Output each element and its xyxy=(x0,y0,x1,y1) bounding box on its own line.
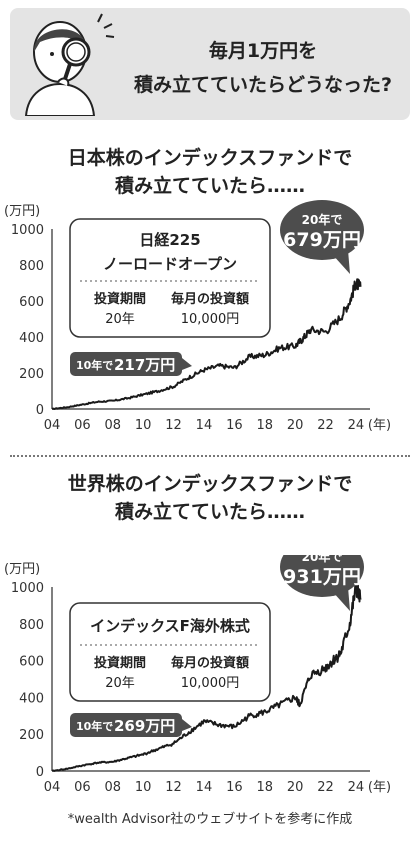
c1-y-tick: 600 xyxy=(19,295,44,310)
chart2-title: 世界株のインデックスファンドで 積み立てていたら…… xyxy=(0,470,420,526)
c1-callout-20y-prefix: 20年で xyxy=(302,212,343,227)
c1-y-tick: 1000 xyxy=(11,223,44,238)
c2-x-tick: 16 xyxy=(226,780,243,795)
c1-x-tick: 12 xyxy=(165,418,182,433)
c2-x-tick: 12 xyxy=(165,780,182,795)
c1-callout-20y-pointer xyxy=(332,250,350,274)
c2-y-unit: (万円) xyxy=(4,562,40,577)
chart2-title-line1: 世界株のインデックスファンドで xyxy=(67,473,353,495)
c1-y-tick: 400 xyxy=(19,331,44,346)
c2-callout-20y-pointer xyxy=(332,587,350,611)
c1-y-tick: 0 xyxy=(36,403,44,418)
c1-x-tick: 24 xyxy=(348,418,365,433)
c2-x-tick: 06 xyxy=(74,780,91,795)
c1-x-tick: 20 xyxy=(287,418,304,433)
c1-x-unit: (年) xyxy=(368,418,391,433)
chart2-title-line2: 積み立てていたら…… xyxy=(114,501,305,523)
c1-callout-10y-prefix: 10年で xyxy=(76,358,113,372)
c2-y-tick: 1000 xyxy=(11,581,44,596)
header-title: 毎月1万円を 積み立てていたらどうなった? xyxy=(128,34,398,102)
c2-amount-label: 毎月の投資額 xyxy=(171,655,249,671)
c1-callout-20y-value: 679万円 xyxy=(283,229,361,251)
c2-y-tick: 400 xyxy=(19,691,44,706)
chart1-title-line1: 日本株のインデックスファンドで xyxy=(67,147,353,169)
header-title-line2: 積み立てていたらどうなった? xyxy=(133,74,393,96)
c2-period-label: 投資期間 xyxy=(94,655,146,671)
c2-callout-10y-bubble xyxy=(70,713,182,737)
footnote: *wealth Advisor社のウェブサイトを参考に作成 xyxy=(67,812,353,827)
c1-series-line xyxy=(51,278,362,410)
chart1-title-line2: 積み立てていたら…… xyxy=(114,175,305,197)
c1-callout-20y-bubble xyxy=(280,200,364,260)
c1-x-tick: 08 xyxy=(105,418,122,433)
c2-y-tick: 600 xyxy=(19,655,44,670)
c1-fund-name-line1: 日経225 xyxy=(139,231,200,249)
c1-period-label: 投資期間 xyxy=(94,291,146,307)
c2-y-tick: 200 xyxy=(19,728,44,743)
c2-x-tick: 04 xyxy=(44,780,61,795)
c1-info-box xyxy=(69,218,271,338)
c1-x-tick: 14 xyxy=(196,418,213,433)
person-with-magnifier-icon xyxy=(24,13,115,116)
c2-callout-20y-value: 931万円 xyxy=(283,566,361,588)
c2-x-tick: 18 xyxy=(256,780,273,795)
c2-callout-10y-pointer xyxy=(182,719,192,731)
c2-y-tick: 0 xyxy=(36,765,44,780)
c1-x-tick: 10 xyxy=(135,418,152,433)
c2-series-line xyxy=(51,580,362,772)
c1-amount-label: 毎月の投資額 xyxy=(171,291,249,307)
c1-y-tick: 800 xyxy=(19,259,44,274)
chart1-title: 日本株のインデックスファンドで 積み立てていたら…… xyxy=(0,144,420,200)
c1-callout-10y-value: 217万円 xyxy=(114,356,175,374)
header-banner: 毎月1万円を 積み立てていたらどうなった? xyxy=(10,8,410,120)
c2-callout-10y-value: 269万円 xyxy=(114,717,175,735)
c2-x-unit: (年) xyxy=(368,780,391,795)
c1-x-tick: 16 xyxy=(226,418,243,433)
c2-x-tick: 20 xyxy=(287,780,304,795)
c1-x-tick: 04 xyxy=(44,418,61,433)
c2-x-tick: 10 xyxy=(135,780,152,795)
c2-x-tick: 24 xyxy=(348,780,365,795)
c1-y-unit: (万円) xyxy=(4,204,40,219)
c2-callout-10y-prefix: 10年で xyxy=(76,719,113,733)
c1-callout-10y-bubble xyxy=(70,352,182,376)
c2-info-box xyxy=(69,602,271,702)
c1-x-tick: 06 xyxy=(74,418,91,433)
divider xyxy=(10,455,410,457)
c1-callout-10y-pointer xyxy=(182,358,192,370)
chart2-plot: (万円) 0 200 400 600 800 1000 04 06 08 10 12 14 16 18 20 2… xyxy=(4,555,391,795)
c1-y-tick: 200 xyxy=(19,367,44,382)
c2-x-tick: 14 xyxy=(196,780,213,795)
c1-amount-value: 10,000円 xyxy=(181,312,240,327)
c2-callout-20y-bubble xyxy=(280,555,364,597)
c2-period-value: 20年 xyxy=(105,676,135,691)
c2-amount-value: 10,000円 xyxy=(181,676,240,691)
c2-y-tick: 800 xyxy=(19,618,44,633)
c1-period-value: 20年 xyxy=(105,312,135,327)
c2-fund-name-line1: インデックスF海外株式 xyxy=(90,617,250,635)
c1-x-tick: 18 xyxy=(256,418,273,433)
chart1-plot: (万円) 0 200 400 600 800 1000 04 06 08 10 12 14 16 18 20 2… xyxy=(4,200,391,433)
c2-callout-20y-prefix: 20年で xyxy=(302,555,343,564)
c2-x-tick: 08 xyxy=(105,780,122,795)
header-title-line1: 毎月1万円を xyxy=(208,40,318,62)
c2-x-tick: 22 xyxy=(317,780,334,795)
c1-x-tick: 22 xyxy=(317,418,334,433)
c1-fund-name-line2: ノーロードオープン xyxy=(103,255,237,273)
